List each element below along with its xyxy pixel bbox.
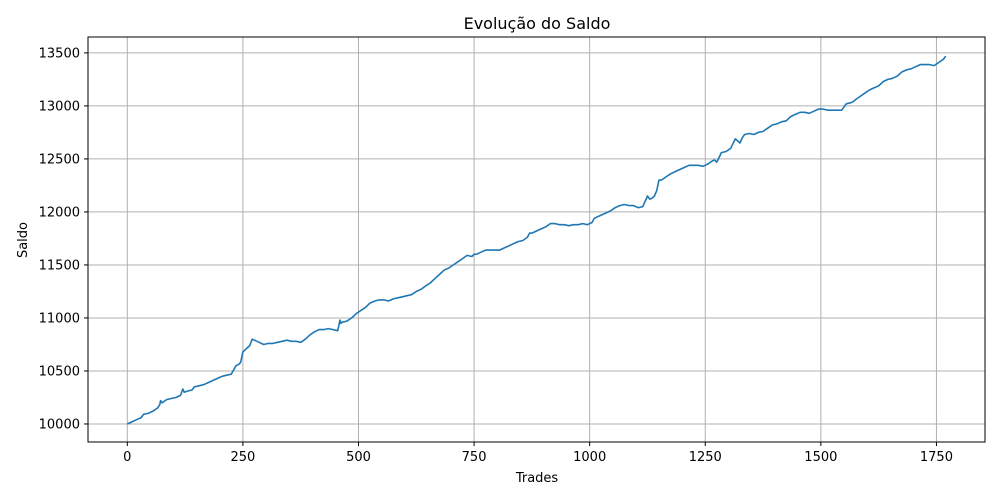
y-tick-label: 11500 bbox=[39, 258, 80, 273]
x-tick-label: 1000 bbox=[573, 450, 606, 465]
x-axis-label: Trades bbox=[515, 471, 559, 486]
x-tick-label: 500 bbox=[346, 450, 371, 465]
x-tick-label: 1250 bbox=[689, 450, 722, 465]
y-axis-label: Saldo bbox=[16, 222, 31, 258]
x-tick-label: 750 bbox=[462, 450, 487, 465]
ticks-layer: 0 250 500 750 1000 1250 1500 1750 10000 10500 1100… bbox=[39, 46, 953, 465]
x-tick-label: 1750 bbox=[920, 450, 953, 465]
y-tick-label: 10500 bbox=[39, 364, 80, 379]
x-tick-label: 250 bbox=[230, 450, 255, 465]
y-tick-label: 12000 bbox=[39, 205, 80, 220]
y-tick-label: 13000 bbox=[39, 99, 80, 114]
y-tick-label: 12500 bbox=[39, 152, 80, 167]
y-tick-label: 10000 bbox=[39, 417, 80, 432]
grid-layer bbox=[88, 37, 985, 442]
chart-title: Evolução do Saldo bbox=[464, 14, 611, 33]
y-tick-label: 11000 bbox=[39, 311, 80, 326]
x-tick-label: 1500 bbox=[804, 450, 837, 465]
plot-layer bbox=[126, 55, 947, 425]
x-tick-label: 0 bbox=[123, 450, 131, 465]
plot-frame bbox=[87, 36, 986, 443]
balance-series-line bbox=[126, 55, 947, 425]
y-tick-label: 13500 bbox=[39, 46, 80, 61]
